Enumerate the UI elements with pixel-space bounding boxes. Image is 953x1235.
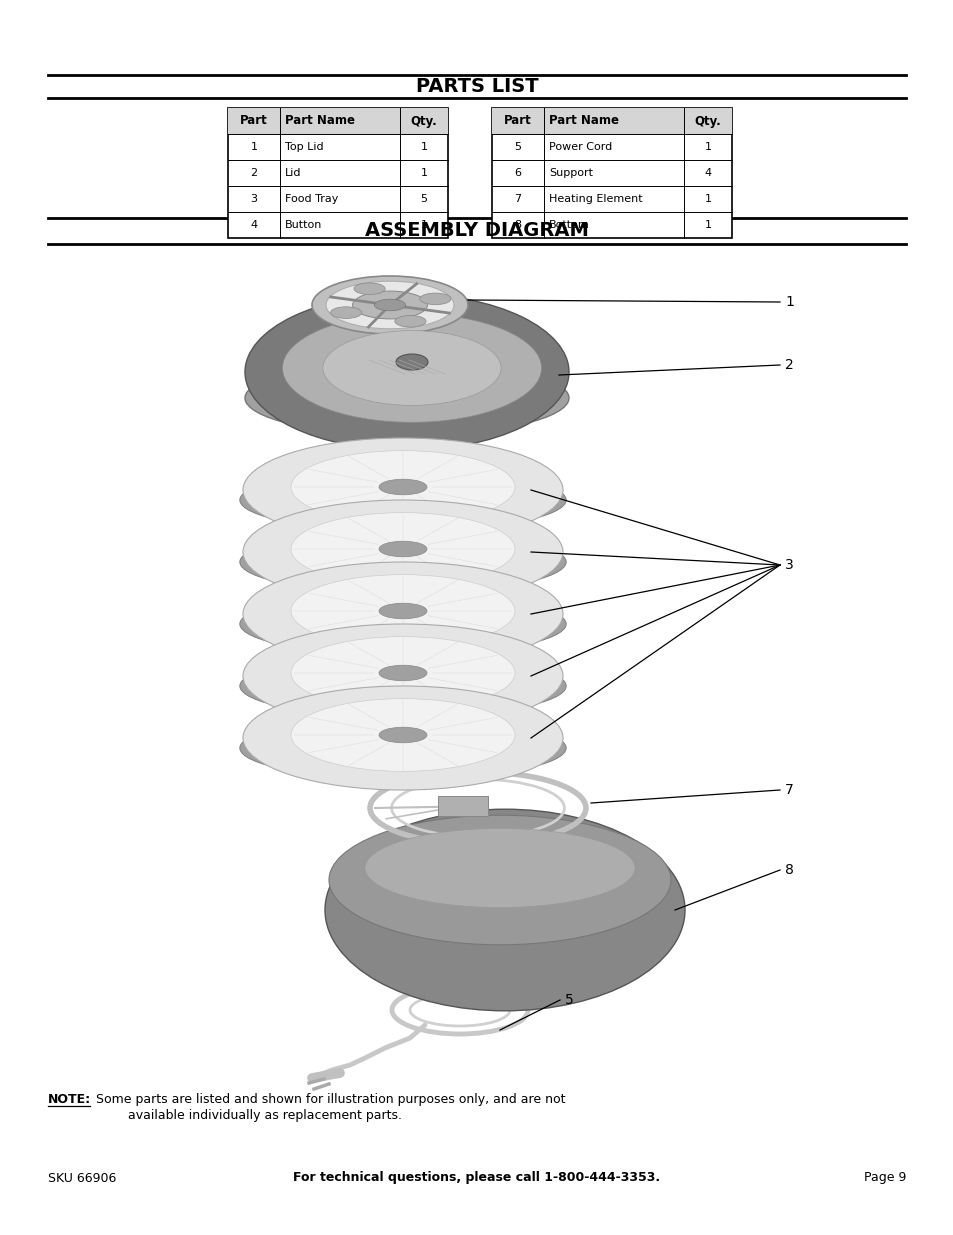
- Text: NOTE:: NOTE:: [48, 1093, 91, 1107]
- Text: Power Cord: Power Cord: [548, 142, 612, 152]
- Text: 2: 2: [251, 168, 257, 178]
- Ellipse shape: [419, 293, 451, 305]
- Ellipse shape: [395, 315, 426, 327]
- Ellipse shape: [243, 500, 562, 604]
- Text: Support: Support: [548, 168, 593, 178]
- Ellipse shape: [282, 314, 541, 422]
- Text: Some parts are listed and shown for illustration purposes only, and are not: Some parts are listed and shown for illu…: [91, 1093, 565, 1107]
- Ellipse shape: [239, 469, 566, 531]
- Ellipse shape: [291, 699, 515, 772]
- Ellipse shape: [239, 593, 566, 656]
- Text: Qty.: Qty.: [694, 115, 720, 127]
- Text: 4: 4: [251, 220, 257, 230]
- Ellipse shape: [243, 562, 562, 666]
- Text: Button: Button: [285, 220, 322, 230]
- Text: 7: 7: [784, 783, 793, 797]
- Text: 3: 3: [251, 194, 257, 204]
- Ellipse shape: [239, 655, 566, 718]
- Text: Part Name: Part Name: [285, 115, 355, 127]
- Ellipse shape: [370, 925, 639, 966]
- Text: 2: 2: [784, 358, 793, 372]
- Bar: [492, 107, 731, 135]
- Ellipse shape: [291, 636, 515, 709]
- Text: 1: 1: [784, 295, 793, 309]
- Text: 1: 1: [703, 142, 711, 152]
- Text: available individually as replacement parts.: available individually as replacement pa…: [91, 1109, 401, 1123]
- Text: 8: 8: [514, 220, 521, 230]
- Ellipse shape: [329, 815, 670, 945]
- Bar: [437, 797, 488, 816]
- Ellipse shape: [354, 283, 385, 294]
- Ellipse shape: [245, 294, 568, 451]
- Text: 5: 5: [420, 194, 427, 204]
- Text: 1: 1: [703, 220, 711, 230]
- Text: Part: Part: [240, 115, 268, 127]
- Ellipse shape: [245, 361, 568, 436]
- Text: 5: 5: [564, 993, 573, 1007]
- Ellipse shape: [312, 275, 468, 333]
- Ellipse shape: [243, 438, 562, 542]
- Ellipse shape: [326, 282, 454, 329]
- Text: Part: Part: [503, 115, 532, 127]
- Ellipse shape: [353, 291, 427, 319]
- Ellipse shape: [291, 513, 515, 585]
- Text: Page 9: Page 9: [862, 1172, 905, 1184]
- Text: 6: 6: [514, 168, 521, 178]
- Ellipse shape: [291, 451, 515, 524]
- Bar: [228, 107, 448, 135]
- Text: 4: 4: [703, 168, 711, 178]
- Ellipse shape: [378, 727, 427, 742]
- Text: 3: 3: [784, 558, 793, 572]
- Ellipse shape: [291, 574, 515, 647]
- Text: Food Tray: Food Tray: [285, 194, 338, 204]
- Ellipse shape: [239, 531, 566, 593]
- Ellipse shape: [395, 354, 428, 370]
- Ellipse shape: [378, 666, 427, 680]
- Text: Top Lid: Top Lid: [285, 142, 323, 152]
- Text: 1: 1: [251, 142, 257, 152]
- Text: Bottom: Bottom: [548, 220, 589, 230]
- Ellipse shape: [331, 306, 361, 319]
- Ellipse shape: [378, 541, 427, 557]
- Ellipse shape: [378, 603, 427, 619]
- Text: Qty.: Qty.: [410, 115, 436, 127]
- Text: ASSEMBLY DIAGRAM: ASSEMBLY DIAGRAM: [365, 221, 588, 241]
- Text: SKU 66906: SKU 66906: [48, 1172, 116, 1184]
- Bar: [492, 107, 731, 238]
- Text: Lid: Lid: [285, 168, 301, 178]
- Text: 1: 1: [420, 168, 427, 178]
- Text: 5: 5: [514, 142, 521, 152]
- Text: Part Name: Part Name: [548, 115, 618, 127]
- Ellipse shape: [374, 299, 405, 311]
- Ellipse shape: [243, 624, 562, 727]
- Ellipse shape: [239, 716, 566, 779]
- Text: 7: 7: [514, 194, 521, 204]
- Text: 8: 8: [784, 863, 793, 877]
- Text: 1: 1: [420, 220, 427, 230]
- Ellipse shape: [325, 809, 684, 1010]
- Text: 1: 1: [703, 194, 711, 204]
- Ellipse shape: [365, 829, 635, 908]
- Ellipse shape: [243, 685, 562, 790]
- Text: 1: 1: [420, 142, 427, 152]
- Ellipse shape: [322, 331, 500, 405]
- Ellipse shape: [378, 479, 427, 495]
- Bar: [228, 107, 448, 238]
- Text: Heating Element: Heating Element: [548, 194, 642, 204]
- Text: For technical questions, please call 1-800-444-3353.: For technical questions, please call 1-8…: [294, 1172, 659, 1184]
- Text: PARTS LIST: PARTS LIST: [416, 77, 537, 96]
